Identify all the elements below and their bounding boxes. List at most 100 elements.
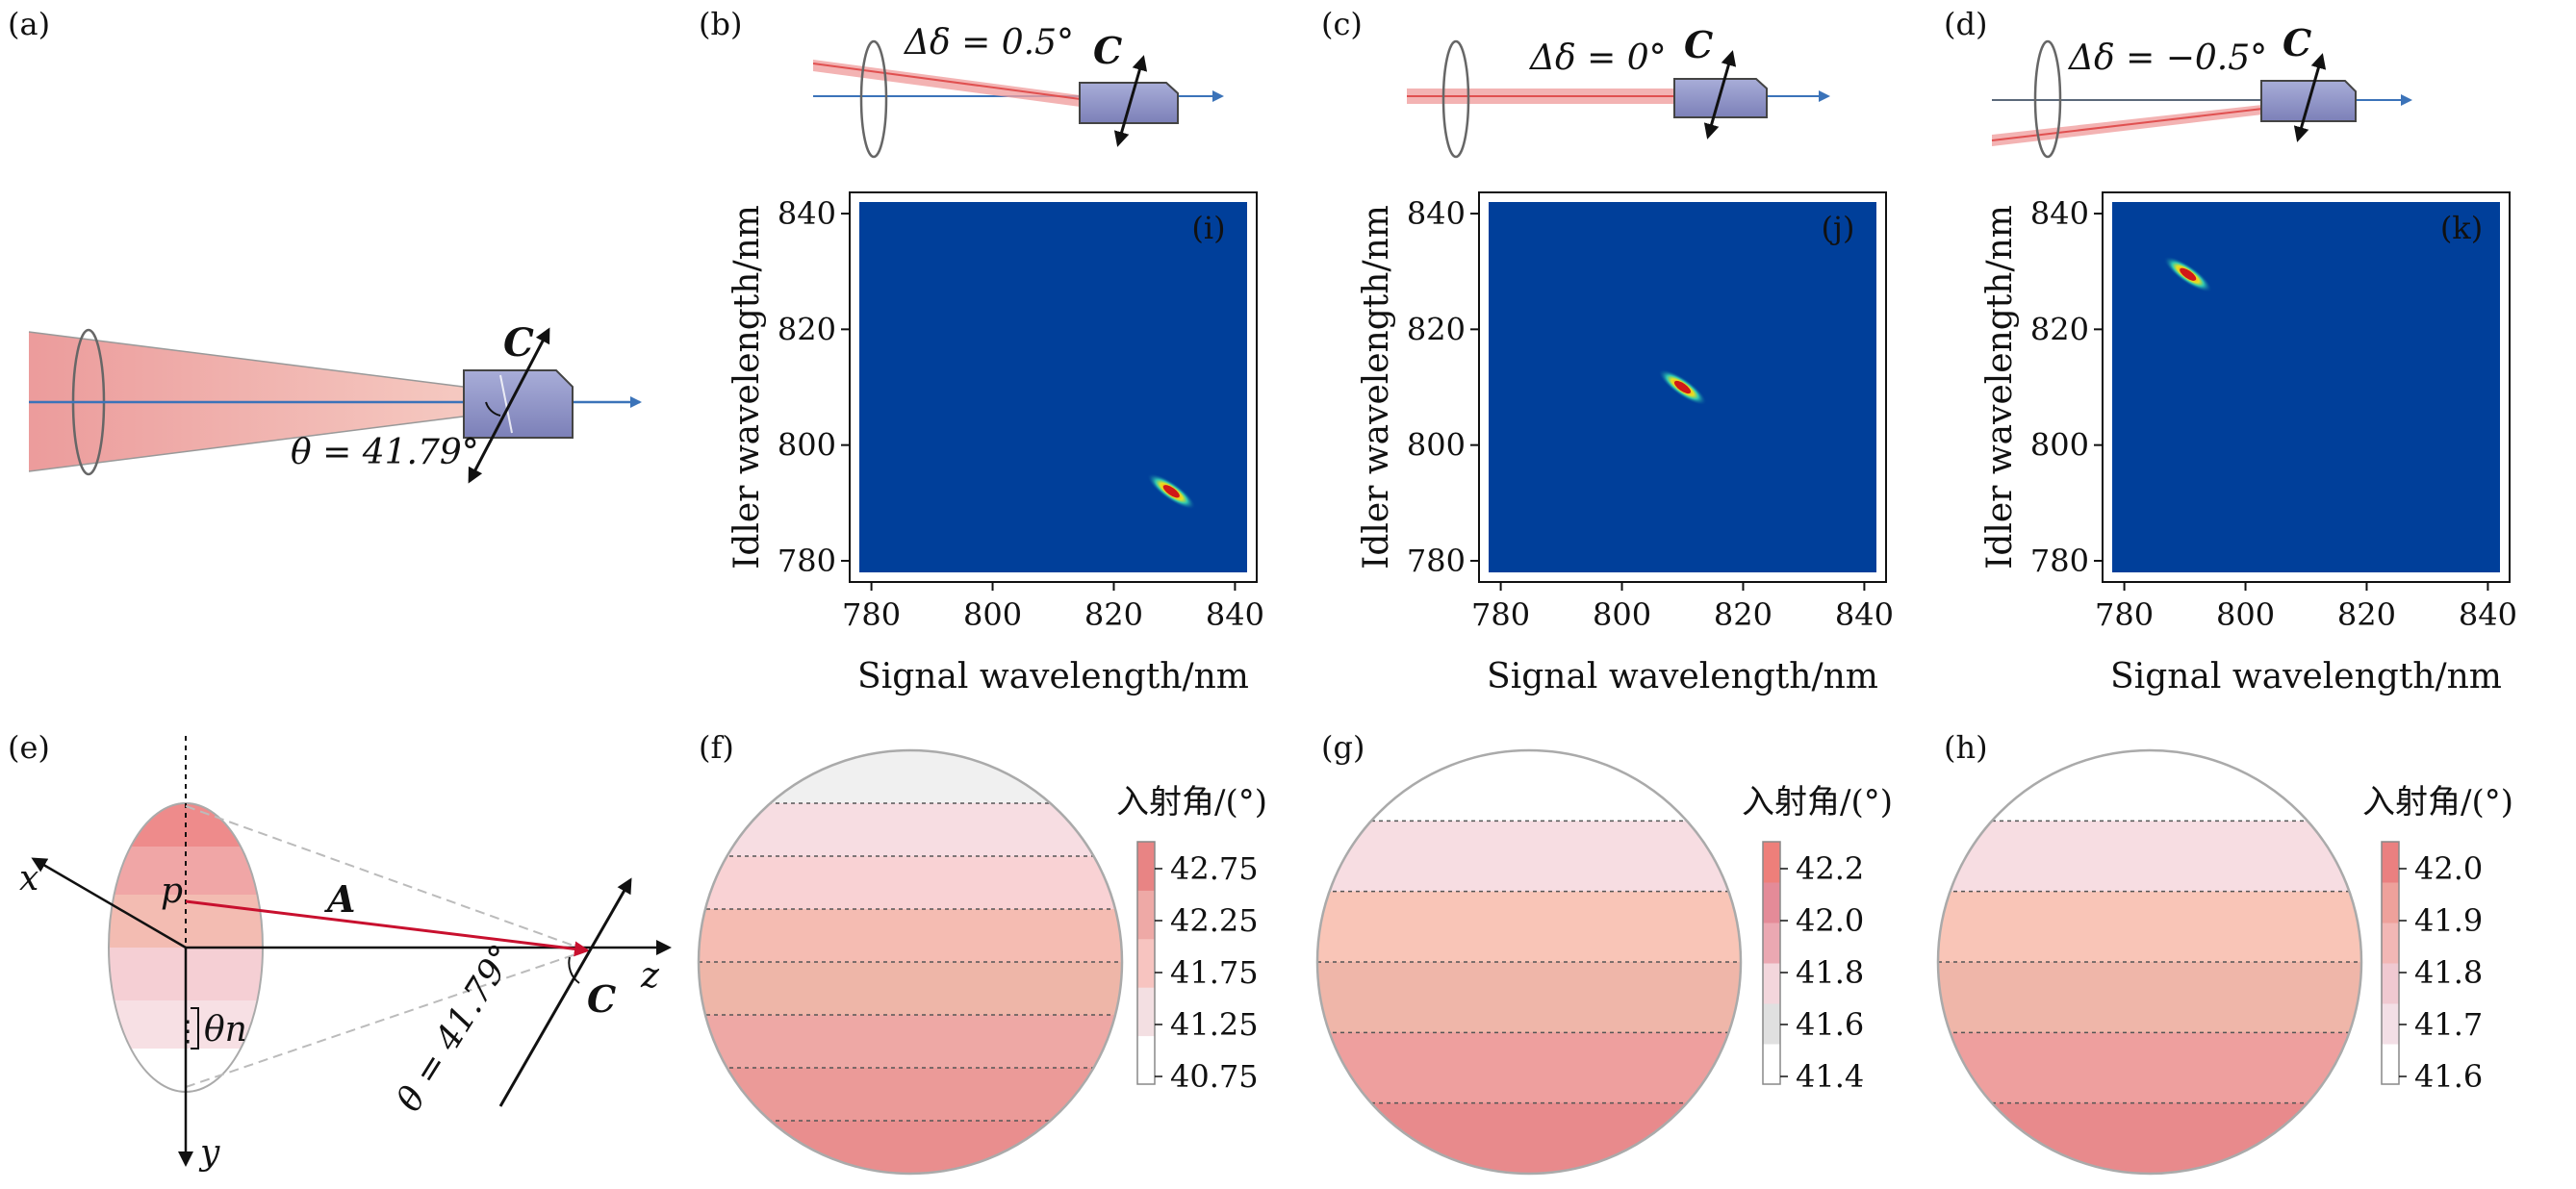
theta-n-label: θn — [204, 1010, 247, 1050]
colorbar-tick-label: 42.75 — [1170, 850, 1259, 887]
panel-b-label: (b) — [699, 6, 742, 42]
panel-g-label: (g) — [1321, 729, 1365, 766]
angle-map-g: 入射角/(°) 42.2 42.0 41.8 41.6 41.4 — [1315, 748, 1893, 1176]
colorbar-tick-label: 42.25 — [1170, 902, 1259, 939]
y-tick-label: 820 — [778, 311, 836, 347]
band — [699, 909, 1122, 963]
x-tick-label: 800 — [1593, 596, 1651, 633]
colorbar-tick-label: 42.0 — [1796, 902, 1864, 939]
x-tick-label: 820 — [1714, 596, 1773, 633]
y-axis-label: Idler wavelength/nm — [1357, 205, 1396, 569]
disk-bands — [1317, 750, 1741, 1174]
colorbar-segment — [1763, 923, 1780, 964]
panel-e-label: (e) — [8, 729, 50, 766]
y-tick-label: 780 — [1407, 543, 1466, 579]
axis-label-d: C — [2283, 21, 2311, 64]
x-axis-label: Signal wavelength/nm — [1487, 657, 1878, 696]
panel-c-schematic: (c) C Δδ = 0° — [1321, 6, 1830, 159]
y-tick-label: 840 — [2030, 195, 2089, 232]
band — [699, 962, 1122, 1016]
y-axis-label: Idler wavelength/nm — [727, 205, 767, 569]
colorbar-title: 入射角/(°) — [1116, 783, 1267, 822]
angle-map-h: 入射角/(°) 42.0 41.9 41.8 41.7 41.6 — [1936, 748, 2513, 1176]
vector-label: A — [324, 877, 355, 921]
band — [699, 1015, 1122, 1069]
theta-label: θ = 41.79° — [291, 433, 479, 472]
colorbar-segment — [2382, 1003, 2399, 1045]
colorbar-tick-label: 41.4 — [1796, 1058, 1864, 1095]
panel-e: (e) x y z p A C ⋮ θn θ = 41.79° — [8, 729, 672, 1173]
x-tick-label: 780 — [1471, 596, 1530, 633]
x-tick-label: 840 — [1206, 596, 1264, 633]
z-label: z — [640, 956, 660, 996]
band — [699, 1121, 1122, 1174]
band — [699, 1068, 1122, 1122]
y-tick-label: 800 — [778, 427, 836, 464]
x-axis-label: Signal wavelength/nm — [2110, 657, 2502, 696]
colorbar-frame — [1136, 841, 1156, 1085]
x-label: x — [19, 859, 38, 898]
colorbar-segment — [2382, 963, 2399, 1004]
y-tick-label: 820 — [2030, 311, 2089, 347]
p-label: p — [161, 872, 183, 911]
heatmap-k: 780 800 820 840 780 800 820 840 (k) Signal wavele… — [1980, 191, 2517, 696]
disk-outline — [697, 748, 1124, 1176]
x-tick-label: 820 — [1084, 596, 1143, 633]
heatmap-i: 780 800 820 840 780 800 820 840 (i) Signal wavele… — [727, 191, 1264, 696]
panel-label: (i) — [1191, 210, 1225, 246]
panel-f-label: (f) — [699, 729, 734, 766]
x-tick-label: 800 — [963, 596, 1022, 633]
crystal-axis-label: C — [503, 320, 534, 366]
colorbar-tick-label: 41.25 — [1170, 1006, 1259, 1043]
axis-label-c: C — [1684, 23, 1713, 66]
y-label: y — [198, 1133, 220, 1173]
panel-d-label: (d) — [1944, 6, 1987, 42]
colorbar-frame — [1762, 841, 1781, 1085]
colorbar-segment — [2382, 1044, 2399, 1085]
x-tick-label: 800 — [2216, 596, 2275, 633]
crystal-axis-e — [498, 877, 632, 1107]
x-tick-label: 780 — [842, 596, 901, 633]
plot-area — [859, 202, 1247, 572]
colorbar-segment — [1137, 890, 1155, 940]
colorbar-segment — [1763, 1044, 1780, 1085]
colorbar-segment — [2382, 923, 2399, 964]
y-tick-label: 840 — [1407, 195, 1466, 232]
x-axis — [31, 857, 187, 949]
colorbar-segment — [1137, 987, 1155, 1037]
vector-a — [185, 899, 590, 957]
band — [699, 750, 1122, 804]
colorbar-segment — [1137, 938, 1155, 988]
disk-outline — [1315, 748, 1743, 1176]
y-tick-label: 800 — [2030, 427, 2089, 464]
delta-label-b: Δδ = 0.5° — [903, 23, 1074, 63]
x-axis-label: Signal wavelength/nm — [857, 657, 1249, 696]
band — [1938, 962, 2361, 1034]
x-tick-label: 840 — [2459, 596, 2517, 633]
colorbar-segment — [1137, 842, 1155, 891]
colorbar-tick-label: 40.75 — [1170, 1058, 1259, 1095]
colorbar-frame — [2381, 841, 2400, 1085]
band — [1938, 891, 2361, 963]
crystal — [463, 369, 574, 439]
y-tick-label: 780 — [2030, 543, 2089, 579]
band — [1317, 1032, 1741, 1104]
colorbar-tick-label: 42.2 — [1796, 850, 1864, 887]
delta-label-c: Δδ = 0° — [1528, 38, 1667, 78]
colorbar-tick-label: 41.6 — [1796, 1006, 1864, 1043]
colorbar-title: 入射角/(°) — [2362, 783, 2513, 822]
crystal-axis-arrow — [468, 327, 550, 484]
panel-label: (j) — [1822, 210, 1855, 246]
panel-a-label: (a) — [8, 6, 50, 42]
y-tick-label: 800 — [1407, 427, 1466, 464]
colorbar-tick-label: 41.75 — [1170, 954, 1259, 991]
dots-label: ⋮ — [173, 1015, 202, 1049]
panel-d-schematic: (d) C Δδ = −0.5° — [1944, 6, 2412, 159]
disk-bands — [699, 750, 1122, 1174]
delta-label-d: Δδ = −0.5° — [2067, 38, 2267, 78]
heatmap-j: 780 800 820 840 780 800 820 840 (j) Signal wavele… — [1357, 191, 1894, 696]
colorbar-segment — [1137, 1035, 1155, 1085]
x-tick-label: 780 — [2095, 596, 2154, 633]
y-axis-label: Idler wavelength/nm — [1980, 205, 2020, 569]
